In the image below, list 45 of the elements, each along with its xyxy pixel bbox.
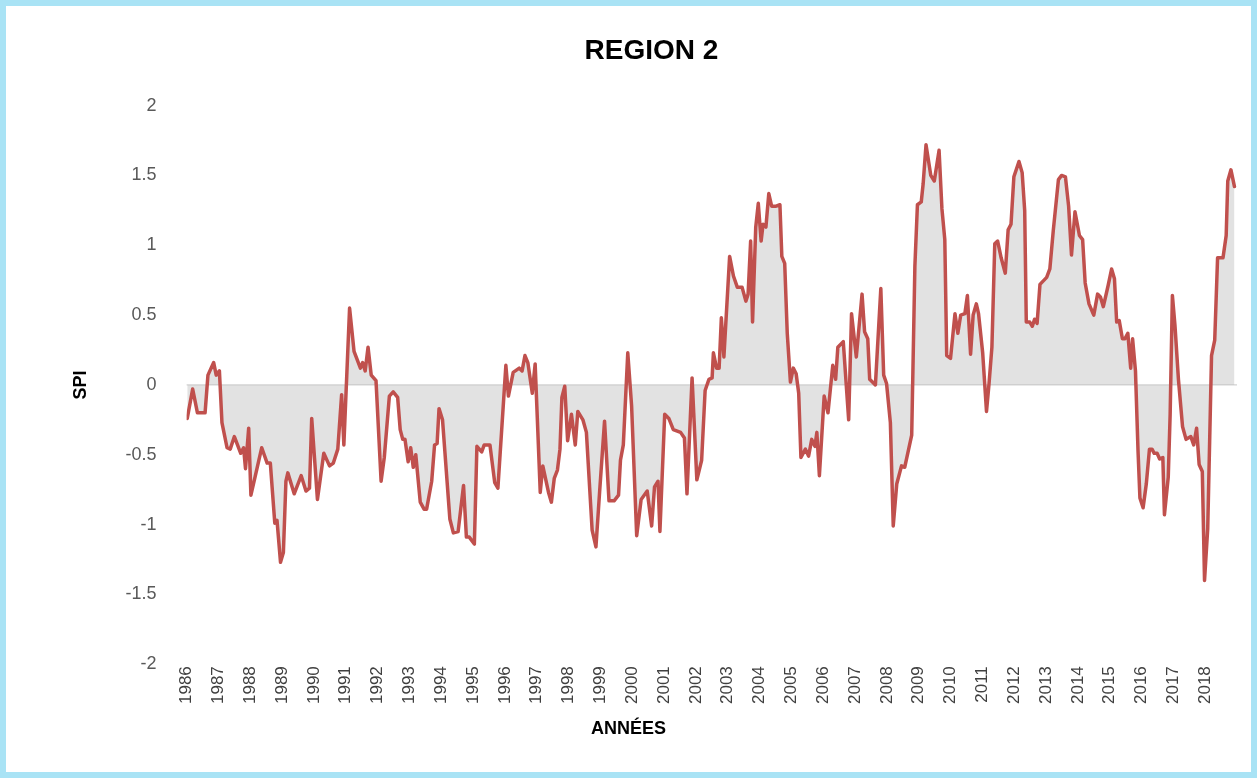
x-tick-label: 1995	[462, 666, 482, 705]
x-tick-label: 2018	[1194, 666, 1214, 705]
x-tick-label: 2003	[717, 666, 737, 705]
y-tick-label: 2	[146, 94, 157, 115]
x-tick-label: 2004	[749, 666, 769, 705]
x-tick-label: 2010	[940, 666, 960, 705]
x-tick-label: 1999	[590, 666, 610, 705]
x-tick-label: 2011	[972, 666, 992, 703]
x-tick-label: 2014	[1067, 666, 1087, 705]
x-tick-label: 2008	[876, 666, 896, 705]
x-tick-label: 1994	[430, 666, 450, 705]
x-tick-label: 1997	[526, 666, 546, 705]
x-tick-label: 2013	[1035, 666, 1055, 705]
x-tick-label: 2012	[1003, 666, 1023, 705]
y-tick-label: -1	[140, 513, 157, 534]
x-tick-label: 1998	[558, 666, 578, 705]
x-tick-label: 1986	[176, 666, 196, 705]
chart-title: REGION 2	[584, 33, 719, 65]
x-tick-label: 2007	[844, 666, 864, 705]
y-tick-label: 0.5	[131, 304, 157, 325]
y-axis-title: SPI	[69, 370, 90, 400]
x-tick-label: 1987	[208, 666, 228, 705]
x-tick-label: 1996	[494, 666, 514, 705]
y-tick-label: 0	[146, 373, 157, 394]
x-tick-label: 2005	[781, 666, 801, 705]
x-axis-title: ANNÉES	[590, 718, 667, 739]
y-tick-label: -2	[140, 653, 157, 674]
x-tick-label: 2000	[621, 666, 641, 705]
y-tick-label: 1.5	[131, 164, 157, 185]
x-tick-label: 1989	[271, 666, 291, 705]
y-tick-label: -1.5	[125, 583, 157, 604]
x-tick-label: 1990	[303, 666, 323, 705]
x-tick-label: 2009	[908, 666, 928, 705]
x-tick-label: 2001	[653, 666, 673, 705]
x-tick-label: 2002	[685, 666, 705, 705]
y-tick-label: 1	[146, 234, 157, 255]
x-tick-label: 1992	[367, 666, 387, 705]
x-tick-label: 2006	[812, 666, 832, 705]
y-tick-label: -0.5	[125, 443, 157, 464]
x-tick-label: 1993	[399, 666, 419, 705]
x-tick-label: 1991	[335, 666, 355, 705]
x-tick-label: 2016	[1131, 666, 1151, 705]
x-tick-label: 1988	[239, 666, 259, 705]
x-tick-label: 2015	[1099, 666, 1119, 705]
x-tick-label: 2017	[1163, 666, 1183, 705]
